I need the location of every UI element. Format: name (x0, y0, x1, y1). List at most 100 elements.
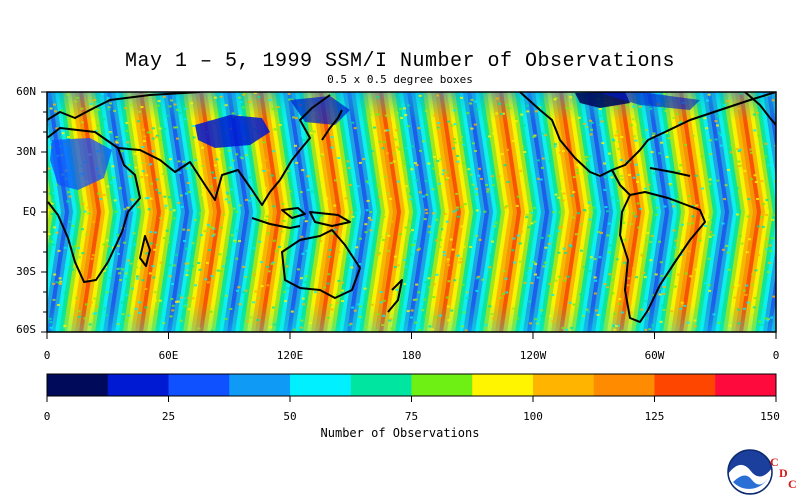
speckle-pixel (653, 172, 657, 175)
speckle-pixel (140, 176, 144, 179)
speckle-pixel (53, 273, 57, 276)
speckle-pixel (716, 124, 719, 127)
speckle-pixel (647, 183, 651, 186)
speckle-pixel (483, 138, 487, 141)
speckle-pixel (459, 206, 463, 208)
speckle-pixel (148, 131, 152, 134)
speckle-pixel (106, 97, 110, 99)
speckle-pixel (660, 287, 663, 290)
speckle-pixel (125, 129, 129, 132)
speckle-pixel (686, 321, 690, 324)
speckle-pixel (505, 205, 509, 208)
speckle-pixel (572, 176, 576, 179)
speckle-pixel (259, 163, 263, 166)
speckle-pixel (743, 170, 747, 172)
speckle-pixel (153, 291, 157, 294)
speckle-pixel (617, 140, 621, 143)
speckle-pixel (142, 128, 146, 131)
speckle-pixel (757, 254, 761, 257)
speckle-pixel (394, 138, 398, 141)
speckle-pixel (412, 298, 416, 301)
speckle-pixel (738, 235, 742, 237)
speckle-pixel (305, 275, 308, 278)
speckle-pixel (140, 106, 144, 108)
speckle-pixel (135, 198, 138, 201)
speckle-pixel (707, 93, 711, 96)
speckle-pixel (676, 273, 680, 276)
speckle-pixel (84, 303, 88, 306)
speckle-pixel (536, 177, 540, 180)
speckle-pixel (714, 120, 718, 123)
speckle-pixel (767, 261, 771, 264)
speckle-pixel (52, 282, 56, 285)
speckle-pixel (55, 281, 59, 284)
speckle-pixel (750, 178, 754, 181)
speckle-pixel (387, 234, 391, 237)
speckle-pixel (113, 199, 117, 202)
speckle-pixel (445, 178, 449, 181)
speckle-pixel (227, 201, 231, 204)
speckle-pixel (263, 187, 267, 190)
speckle-pixel (123, 208, 127, 211)
speckle-pixel (592, 249, 596, 251)
speckle-pixel (347, 255, 351, 258)
speckle-pixel (330, 93, 333, 96)
speckle-pixel (465, 291, 469, 294)
speckle-pixel (370, 149, 374, 152)
speckle-pixel (262, 170, 266, 172)
speckle-pixel (415, 164, 419, 167)
speckle-pixel (424, 281, 428, 284)
speckle-pixel (120, 150, 124, 153)
swath-band (795, 92, 800, 332)
speckle-pixel (405, 282, 409, 285)
speckle-pixel (475, 289, 479, 292)
speckle-pixel (576, 212, 580, 215)
speckle-pixel (526, 110, 530, 113)
speckle-pixel (155, 134, 159, 137)
y-ticks (41, 91, 47, 333)
y-label-30s: 30S (16, 265, 36, 278)
speckle-pixel (204, 278, 208, 281)
speckle-pixel (565, 328, 569, 331)
speckle-pixel (435, 239, 439, 242)
speckle-pixel (767, 318, 770, 321)
speckle-pixel (562, 192, 566, 195)
speckle-pixel (613, 328, 617, 331)
speckle-pixel (764, 116, 768, 119)
speckle-pixel (760, 180, 764, 183)
x-label-120e: 120E (276, 349, 304, 362)
speckle-pixel (419, 149, 422, 152)
x-label-0: 0 (43, 349, 51, 362)
speckle-pixel (102, 194, 106, 197)
speckle-pixel (166, 241, 170, 244)
speckle-pixel (74, 100, 78, 103)
colorbar-label-50: 50 (283, 410, 297, 423)
speckle-pixel (575, 168, 579, 171)
speckle-pixel (211, 171, 215, 174)
speckle-pixel (404, 265, 408, 268)
speckle-pixel (585, 173, 589, 176)
speckle-pixel (601, 142, 605, 145)
speckle-pixel (579, 293, 583, 296)
speckle-pixel (183, 107, 187, 110)
speckle-pixel (385, 152, 389, 155)
speckle-pixel (708, 183, 712, 186)
speckle-pixel (530, 282, 534, 285)
speckle-pixel (437, 182, 441, 185)
speckle-pixel (593, 258, 597, 261)
speckle-pixel (418, 94, 422, 97)
speckle-pixel (495, 97, 499, 100)
speckle-pixel (756, 198, 759, 200)
speckle-pixel (77, 247, 81, 250)
speckle-pixel (197, 327, 201, 330)
speckle-pixel (595, 309, 599, 312)
speckle-pixel (634, 123, 637, 126)
speckle-pixel (179, 319, 183, 322)
speckle-pixel (479, 177, 483, 180)
speckle-pixel (294, 195, 298, 198)
speckle-pixel (501, 112, 505, 115)
speckle-pixel (533, 220, 537, 223)
speckle-pixel (157, 191, 161, 194)
speckle-pixel (513, 261, 516, 264)
